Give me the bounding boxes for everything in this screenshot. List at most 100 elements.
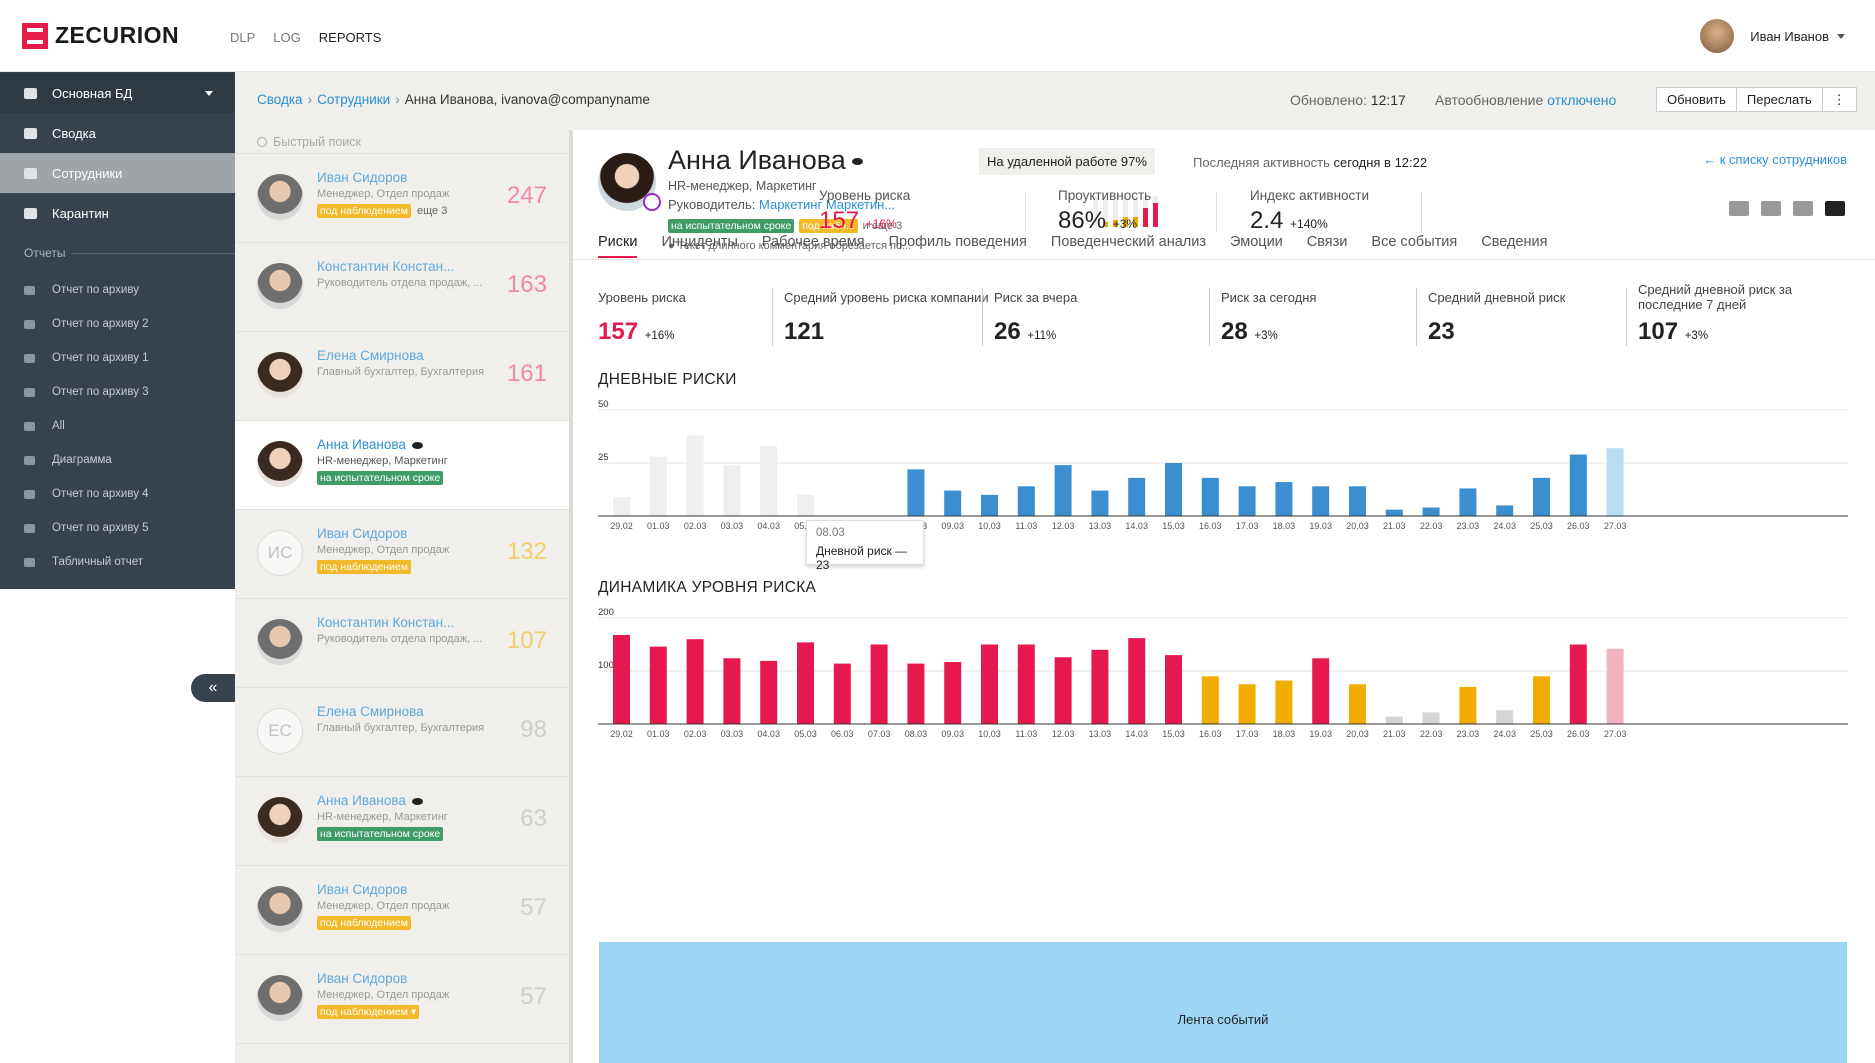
list-item[interactable]: Анна Иванова HR-менеджер, Маркетинг на исп… [235,421,569,510]
sidebar-report[interactable]: Отчет по архиву 2 [0,307,235,341]
avatar [257,263,303,309]
archive-icon [24,353,35,363]
employee-role: Руководитель отдела продаж, ... [317,277,483,289]
status-badge[interactable]: под наблюдением [317,916,411,930]
bar [1238,684,1256,724]
list-item[interactable]: Иван Сидоров Менеджер, Отдел продаж под на… [235,955,569,1044]
manager-link[interactable]: Маркетинг Маркетин... [759,197,896,212]
user-menu[interactable]: Иван Иванов [1700,19,1845,53]
sidebar-report[interactable]: Отчет по архиву [0,273,235,307]
sidebar-report[interactable]: Отчет по архиву 1 [0,341,235,375]
profile-comment[interactable]: ● Текст длинного комментария обрезается … [668,240,911,252]
risk-score: 163 [506,271,547,298]
video-icon[interactable] [1761,201,1781,216]
logo[interactable]: ZECURION [22,22,179,49]
archive-icon [24,285,35,295]
sidebar-report[interactable]: Диаграмма [0,443,235,477]
list-item[interactable]: Иван Сидоров Менеджер, Отдел продаж под на… [235,866,569,955]
bar [1312,658,1330,724]
sidebar-report[interactable]: Отчет по архиву 4 [0,477,235,511]
employee-name[interactable]: Елена Смирнова [317,348,424,363]
employee-name[interactable]: Константин Констан... [317,259,454,274]
watch-icon[interactable] [851,158,863,166]
bar [613,634,630,724]
tab-incidents[interactable]: Инциденты [661,234,738,250]
list-item[interactable]: Константин Констан... Руководитель отдела… [235,243,569,332]
employee-name-text: Анна Иванова [317,793,406,808]
sidebar-report[interactable]: Отчет по архиву 3 [0,375,235,409]
sidebar-item-employees[interactable]: Сотрудники [0,153,235,193]
status-badge[interactable]: на испытательном сроке [317,471,444,485]
employee-name[interactable]: Иван Сидоров [317,170,407,185]
tab-risks[interactable]: Риски [598,234,638,258]
divider [1626,288,1627,346]
tab-all-events[interactable]: Все события [1371,234,1458,250]
metric-delta: +16% [865,217,897,231]
bar [1128,477,1146,516]
sidebar-item-summary[interactable]: Сводка [0,113,235,153]
employee-name[interactable]: Иван Сидоров [317,526,407,541]
employee-name[interactable]: Константин Констан... [317,615,454,630]
employee-name[interactable]: Иван Сидоров [317,882,407,897]
search-input[interactable]: Быстрый поиск [235,130,569,154]
collapse-sidebar-button[interactable]: « [191,674,235,702]
monitor-icon[interactable] [1793,201,1813,216]
sidebar-item-database[interactable]: Основная БД [0,73,235,113]
stat-risk: Уровень риска 157 +16% [598,282,784,352]
tag-watch[interactable]: под набл... [799,219,858,233]
status-badge[interactable]: на испытательном сроке [317,827,444,841]
nav-dlp[interactable]: DLP [230,30,256,45]
bar [1128,638,1146,724]
list-item[interactable]: ЕС Елена Смирнова Главный бухгалтер, Бухга… [235,688,569,777]
breadcrumb-employees[interactable]: Сотрудники [317,92,391,107]
more-button[interactable]: ⋮ [1822,87,1857,112]
tag-probation[interactable]: на испытательном сроке [668,219,795,233]
list-item[interactable]: Константин Констан... Руководитель отдела… [235,599,569,688]
sidebar-item-quarantine[interactable]: Карантин [0,193,235,233]
tab-work-time[interactable]: Рабочее время [761,234,865,250]
more-tags[interactable]: еще 3 [416,205,448,217]
nav-reports[interactable]: REPORTS [318,30,382,45]
list-item[interactable]: Анна Иванова HR-менеджер, Маркетинг на исп… [235,777,569,866]
tab-links[interactable]: Связи [1306,234,1348,250]
add-list-icon[interactable] [1825,201,1845,216]
stat-label: Уровень риска [598,289,686,305]
mini-bar-fill [1143,208,1148,227]
bar [1312,486,1330,516]
back-to-list-link[interactable]: ← к списку сотрудников [1703,152,1847,167]
stat-delta: +11% [1027,330,1057,342]
bar [760,446,778,516]
list-item[interactable]: Елена Смирнова Главный бухгалтер, Бухгалт… [235,332,569,421]
sidebar-report[interactable]: All [0,409,235,443]
nav-log[interactable]: LOG [273,30,301,45]
list-item[interactable]: Иван Сидоров Менеджер, Отдел продаж под на… [235,154,569,243]
employee-name[interactable]: Елена Смирнова [317,704,424,719]
tab-behavior-analysis[interactable]: Поведенческий анализ [1050,234,1206,250]
auto-refresh-toggle[interactable]: отключено [1547,92,1617,108]
status-badge[interactable]: под наблюдением [317,560,411,574]
list-item[interactable]: ИС Иван Сидоров Менеджер, Отдел продаж под … [235,510,569,599]
checklist-icon[interactable] [1729,201,1749,216]
employee-name[interactable]: Анна Иванова [317,793,423,808]
status-badge[interactable]: под наблюдением ▾ [317,1005,420,1019]
employee-name-text: Елена Смирнова [317,348,424,363]
tab-emotions[interactable]: Эмоции [1229,234,1283,250]
forward-button[interactable]: Переслать [1736,87,1823,112]
refresh-button[interactable]: Обновить [1656,87,1737,112]
sidebar-report[interactable]: Табличный отчет [0,545,235,579]
sidebar-report[interactable]: Отчет по архиву 5 [0,511,235,545]
employee-name[interactable]: Анна Иванова [317,437,423,452]
watch-icon[interactable] [411,441,423,449]
watch-icon[interactable] [411,797,423,805]
breadcrumb-summary[interactable]: Сводка [257,92,303,107]
table-icon [24,557,35,567]
tab-info[interactable]: Сведения [1481,234,1548,250]
metric-delta: +3% [1112,217,1138,231]
status-badge[interactable]: под наблюдением [317,204,411,218]
risk-score: 63 [520,805,547,832]
employee-name[interactable]: Иван Сидоров [317,971,407,986]
more-tags[interactable]: и еще 3 [862,220,903,232]
x-tick-label: 29.02 [610,521,633,531]
employee-name-text: Константин Констан... [317,615,455,630]
tab-behavior-profile[interactable]: Профиль поведения [888,234,1027,250]
